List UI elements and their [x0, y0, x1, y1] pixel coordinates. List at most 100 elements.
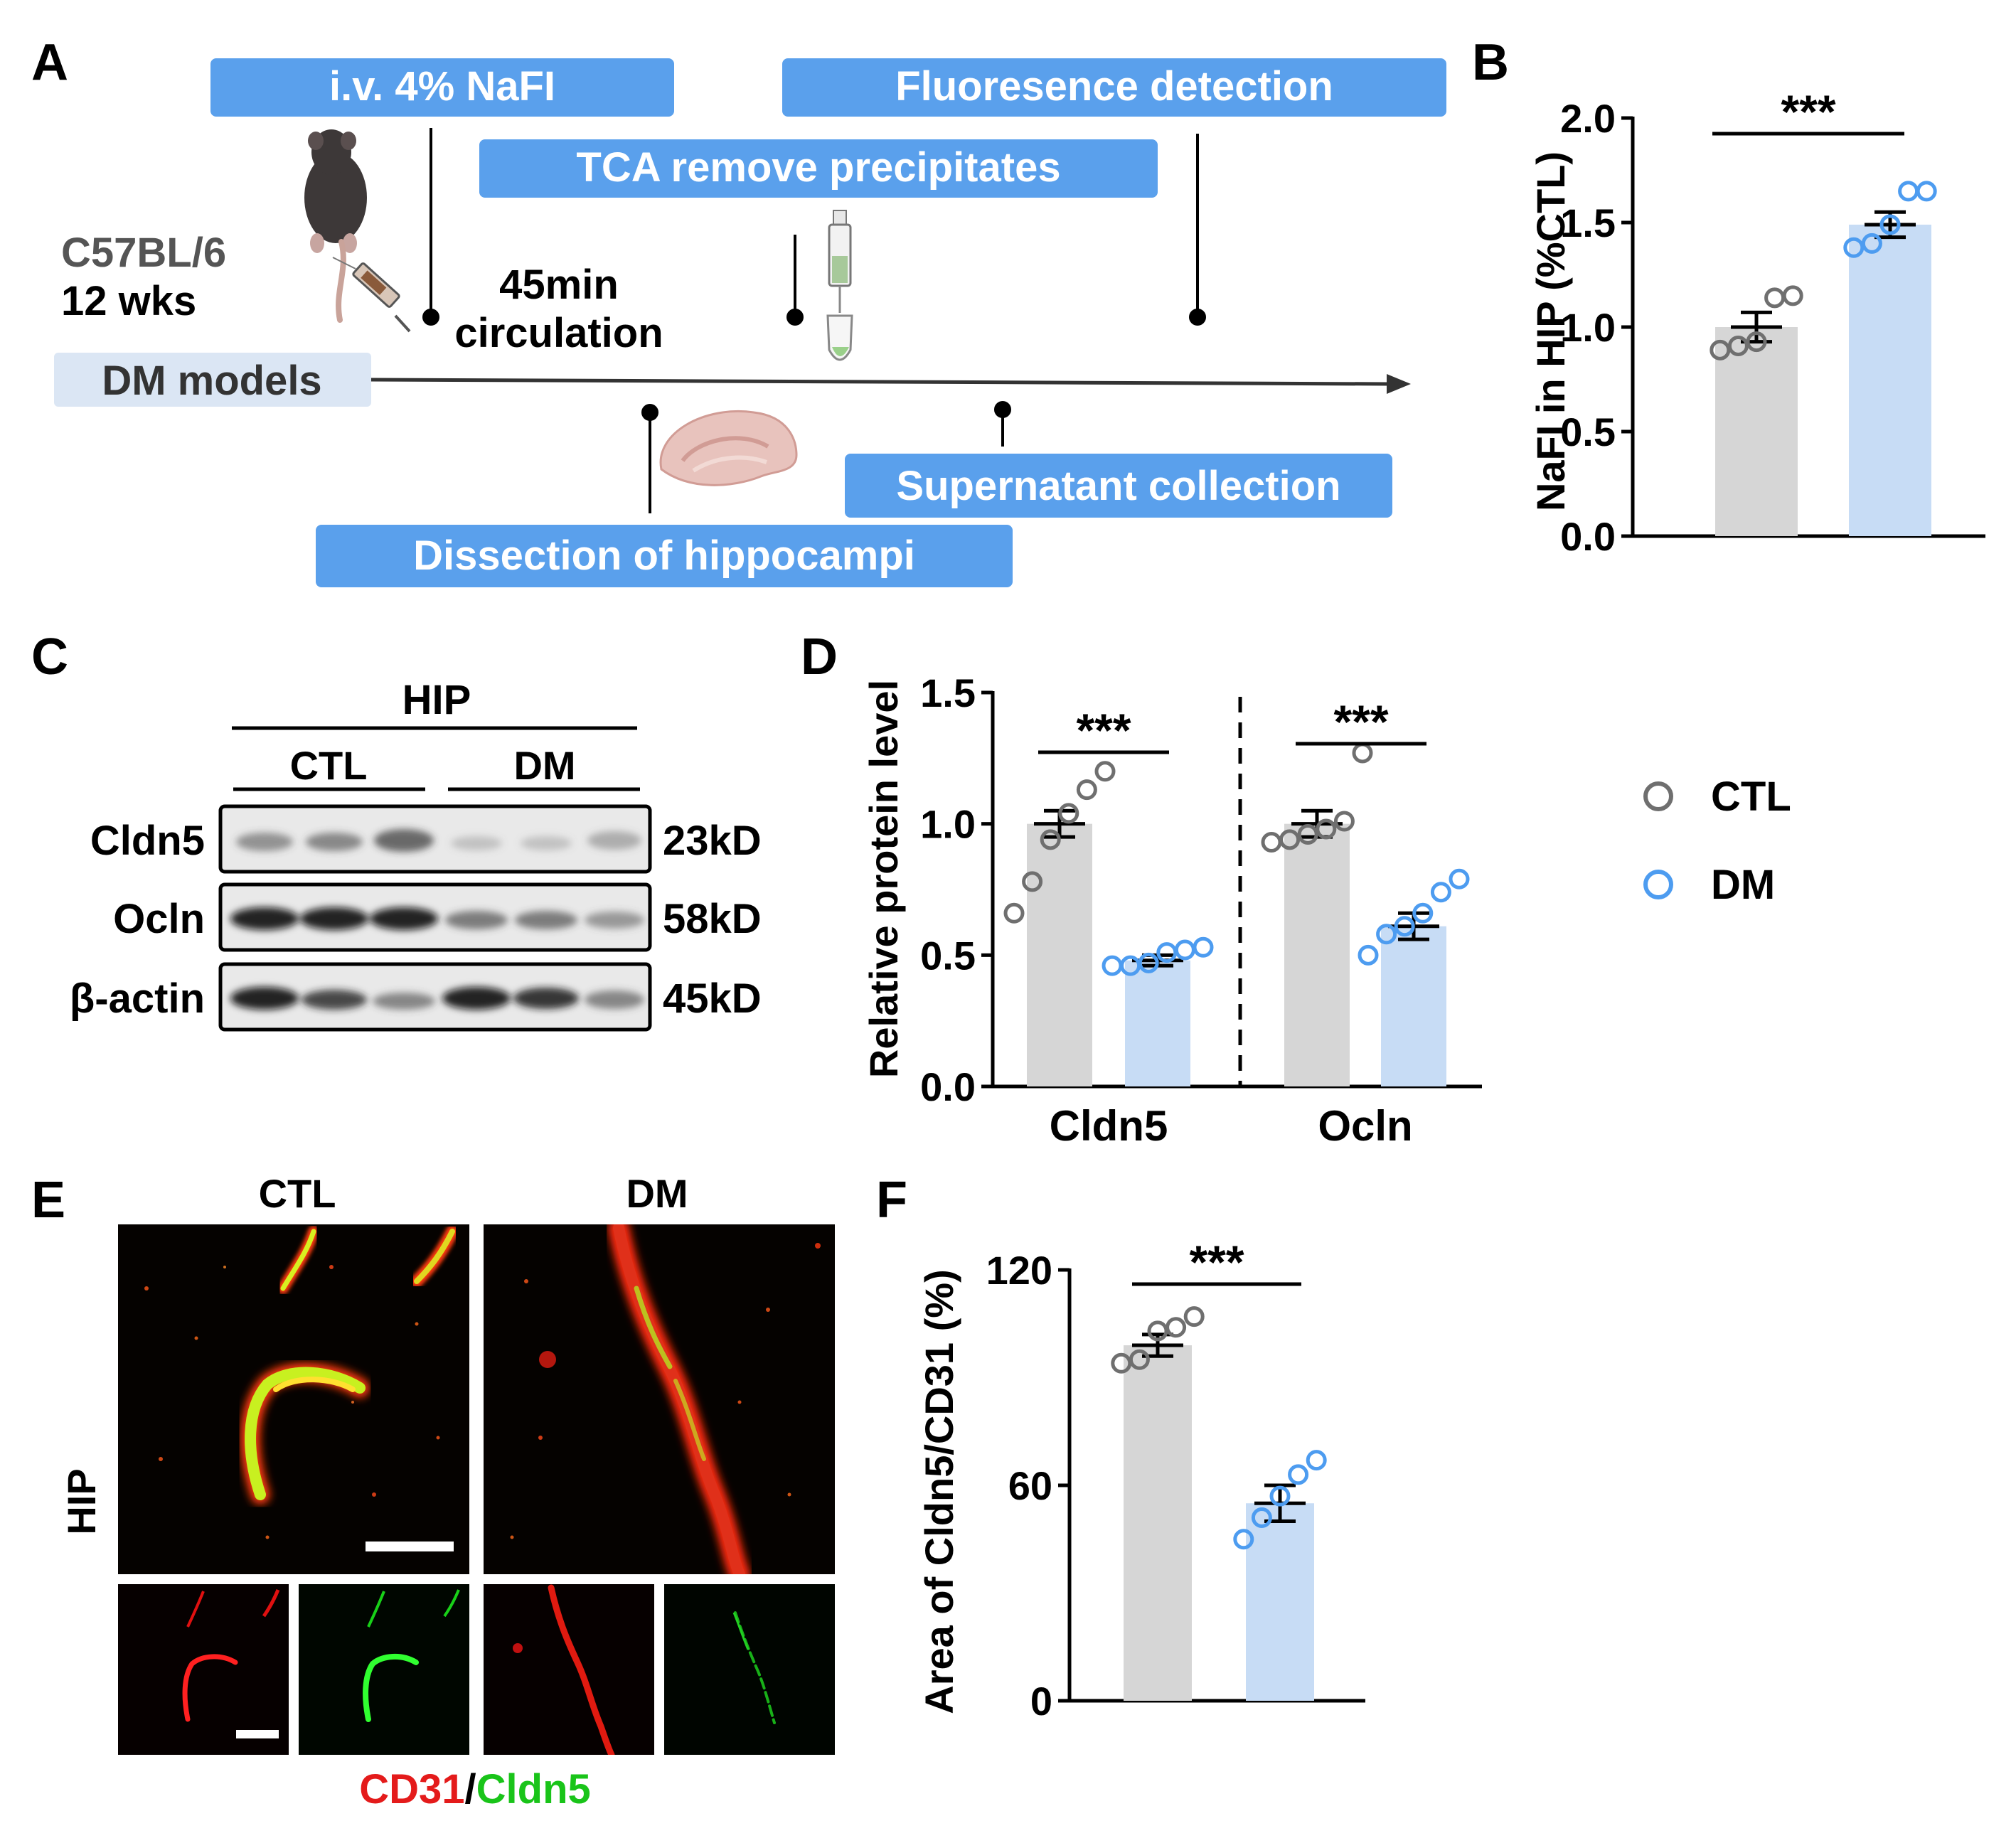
dm-data-point — [1288, 1464, 1309, 1485]
dissection-box — [316, 525, 1013, 587]
panel-b: B NaFI in HIP (%CTL) 0.0 0.5 1.0 1.5 2.0 *** — [1472, 34, 1985, 559]
ctl-data-point — [1129, 1349, 1150, 1370]
strain-label: C57BL/6 — [61, 230, 226, 276]
dm-data-point — [1916, 181, 1937, 202]
dm-data-point — [1174, 939, 1195, 961]
ctl-data-point — [1094, 761, 1116, 782]
y-tick-label: 1.5 — [1560, 201, 1616, 245]
dm-data-point — [1269, 1485, 1291, 1507]
panel-c: C HIP CTL DM Cldn5 Ocln β-actin 23kD 58k… — [31, 629, 762, 1032]
significance-label: *** — [1076, 704, 1131, 757]
y-tick-label: 1.0 — [1560, 305, 1616, 350]
dm-bar — [1849, 224, 1931, 536]
ctl-data-point — [1316, 818, 1337, 840]
dm-data-point — [1843, 237, 1865, 258]
ctl-bar — [1715, 327, 1798, 536]
ctl-data-point — [1764, 287, 1786, 309]
panel-e: E CTL DM HIP — [31, 1171, 835, 1812]
y-tick-label: 0.0 — [920, 1064, 976, 1109]
scale-bar-main — [366, 1542, 454, 1551]
dm-data-point — [1898, 181, 1919, 202]
dm-bar — [1381, 926, 1446, 1086]
panel-d-label: D — [801, 629, 838, 685]
hippocampus-icon — [659, 410, 798, 486]
supernatant-box — [845, 454, 1392, 518]
ctl-data-point — [1111, 1352, 1132, 1374]
dm-data-point — [1412, 902, 1434, 924]
injection-label: i.v. 4% NaFI — [329, 63, 555, 109]
timeline-axis — [370, 378, 1387, 386]
y-tick-label: 0.5 — [920, 933, 976, 978]
ctl-data-point — [1058, 803, 1079, 824]
dm-data-point — [1376, 924, 1397, 945]
mouse-icon — [304, 129, 367, 323]
panel-f: F Area of Cldn5/CD31 (%) 0 60 120 *** — [876, 1172, 1365, 1724]
dm-data-point — [1156, 942, 1178, 963]
model-label: DM models — [102, 358, 321, 404]
blot-strip-cldn5 — [218, 804, 652, 874]
blot-size-actin: 45kD — [663, 976, 762, 1022]
y-tick-label: 2.0 — [1560, 96, 1616, 141]
ctl-data-point — [1261, 832, 1282, 853]
blot-strip-ocln — [218, 882, 652, 952]
panel-a-label: A — [31, 34, 68, 91]
y-tick-label: 0.0 — [1560, 514, 1616, 559]
dm-data-point — [1251, 1507, 1272, 1528]
dissection-label: Dissection of hippocampi — [413, 533, 915, 579]
blot-row-label-actin: β-actin — [70, 976, 205, 1022]
y-tick-label: 0 — [1030, 1679, 1052, 1724]
significance-label: *** — [1333, 695, 1388, 748]
panel-b-label: B — [1472, 34, 1509, 91]
y-tick-label: 0.5 — [1560, 410, 1616, 454]
blot-row-label-ocln: Ocln — [113, 896, 205, 942]
dm-data-point — [1861, 233, 1882, 254]
dm-bar — [1125, 960, 1190, 1086]
ctl-data-point — [1076, 779, 1097, 801]
ctl-data-point — [1746, 331, 1767, 353]
blot-size-ocln: 58kD — [663, 896, 762, 942]
micrograph-dm-cd31 — [484, 1584, 654, 1755]
panel-a: A i.v. 4% NaFI Fluoresence detection TCA… — [31, 34, 1446, 587]
detection-label: Fluoresence detection — [895, 63, 1333, 109]
injection-box — [210, 58, 674, 117]
ctl-data-point — [1183, 1306, 1205, 1327]
detection-box — [782, 58, 1446, 117]
y-tick-label: 1.5 — [920, 670, 976, 715]
dm-data-point — [1233, 1529, 1254, 1550]
ctl-data-point — [1040, 829, 1061, 850]
legend-dm-marker — [1643, 870, 1673, 899]
micro-caption: CD31/Cldn5 — [359, 1766, 591, 1812]
tca-box — [479, 139, 1158, 198]
dm-data-point — [1138, 952, 1159, 973]
model-box — [54, 353, 371, 407]
panel-b-ylabel: NaFI in HIP (%CTL) — [1528, 151, 1573, 511]
y-tick-label: 60 — [1008, 1463, 1052, 1508]
age-label: 12 wks — [61, 278, 196, 324]
ctl-data-point — [1003, 902, 1025, 924]
ctl-data-point — [1333, 811, 1355, 832]
ctl-data-point — [1022, 871, 1043, 892]
blot-group-dm: DM — [513, 743, 575, 788]
panel-e-label: E — [31, 1172, 65, 1229]
pipette-tube-icon — [826, 210, 853, 361]
ctl-data-point — [1147, 1320, 1168, 1342]
dm-data-point — [1306, 1450, 1327, 1471]
panel-c-label: C — [31, 629, 68, 685]
significance-label: *** — [1189, 1236, 1244, 1288]
legend-ctl-marker — [1643, 781, 1673, 811]
legend-dm-label: DM — [1711, 862, 1775, 908]
panel-b-plot: 0.0 0.5 1.0 1.5 2.0 *** — [1560, 85, 1985, 559]
micro-group-dm: DM — [626, 1171, 688, 1216]
panel-f-plot: 0 60 120 *** — [986, 1236, 1365, 1724]
micrograph-ctl-cldn5 — [299, 1584, 469, 1755]
ctl-data-point — [1782, 285, 1803, 306]
syringe-icon — [332, 257, 411, 333]
circulation-word: circulation — [454, 310, 663, 356]
ctl-data-point — [1166, 1317, 1187, 1338]
ctl-bar — [1027, 823, 1092, 1086]
x-category-label: Ocln — [1318, 1102, 1412, 1150]
micro-caption-red: CD31 — [359, 1766, 464, 1812]
x-category-label: Cldn5 — [1050, 1102, 1168, 1150]
blot-row-label-cldn5: Cldn5 — [90, 818, 205, 864]
